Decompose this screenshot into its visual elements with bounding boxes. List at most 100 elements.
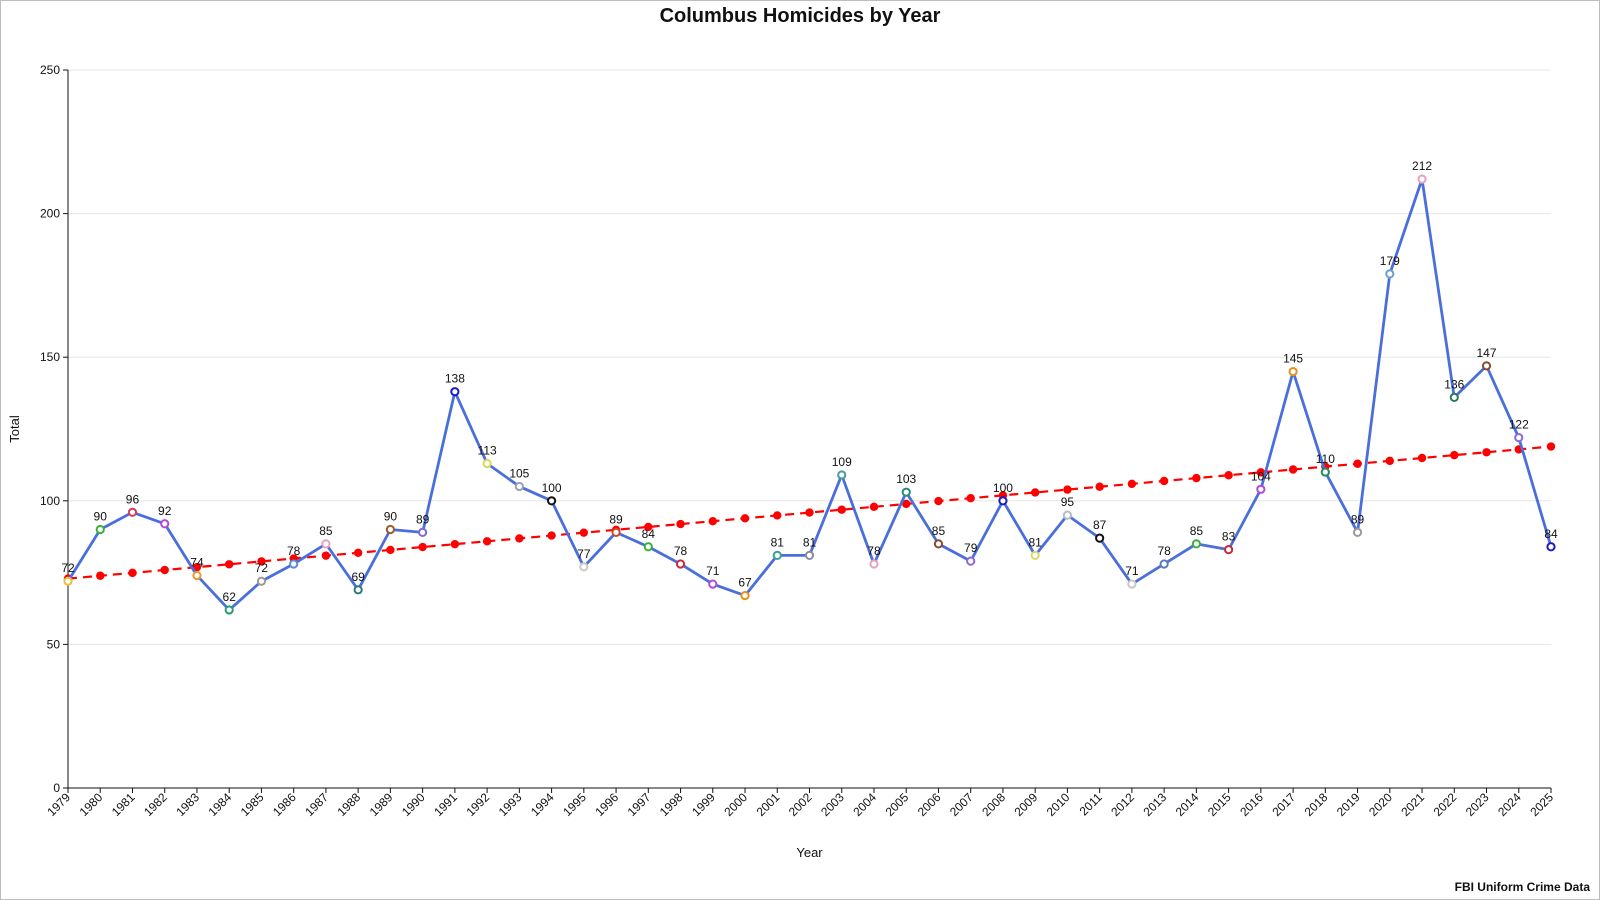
data-label: 89 — [609, 512, 623, 526]
data-label: 147 — [1477, 346, 1497, 360]
x-tick-label: 2021 — [1398, 790, 1427, 819]
trend-point — [1450, 450, 1459, 460]
trend-point — [128, 568, 137, 578]
data-point — [127, 507, 138, 517]
data-point — [1062, 510, 1073, 520]
x-tick-label: 1980 — [77, 790, 106, 819]
data-point — [192, 570, 202, 581]
data-point — [708, 579, 718, 589]
x-tick-label: 2011 — [1077, 790, 1105, 818]
trend-point — [644, 522, 653, 532]
data-point — [1546, 542, 1556, 552]
data-label: 104 — [1251, 469, 1271, 483]
data-point — [1352, 527, 1363, 537]
data-label: 100 — [542, 481, 562, 495]
trend-point — [192, 562, 202, 572]
data-point — [901, 487, 911, 497]
data-label: 90 — [94, 510, 108, 524]
data-label: 79 — [964, 541, 978, 555]
data-label: 113 — [478, 443, 497, 457]
x-tick-label: 1979 — [44, 790, 73, 819]
data-point — [869, 559, 879, 569]
trend-point — [547, 531, 556, 540]
data-point — [933, 539, 944, 549]
x-tick-label: 2010 — [1044, 790, 1073, 819]
data-point — [514, 481, 524, 492]
x-tick-label: 2019 — [1334, 790, 1363, 819]
trend-point — [1256, 468, 1266, 477]
trend-point — [96, 571, 105, 580]
trend-point — [515, 534, 524, 543]
series — [63, 174, 1556, 615]
x-tick-label: 1991 — [431, 790, 460, 819]
data-label: 78 — [1157, 544, 1171, 558]
x-tick-label: 2016 — [1237, 790, 1266, 819]
data-label: 179 — [1380, 254, 1400, 268]
x-tick-label: 1989 — [367, 790, 396, 819]
data-label: 78 — [287, 544, 301, 558]
data-label: 72 — [255, 561, 269, 575]
data-point — [1224, 545, 1234, 555]
data-label: 212 — [1412, 159, 1432, 173]
data-point — [256, 576, 267, 586]
data-point — [579, 562, 589, 572]
data-point — [95, 524, 105, 535]
x-tick-label: 1998 — [657, 790, 686, 819]
trend-point — [1063, 485, 1072, 494]
y-tick-label: 200 — [40, 207, 60, 221]
data-label: 87 — [1093, 518, 1107, 532]
x-tick-label: 2005 — [883, 790, 912, 819]
trend-point — [902, 499, 911, 509]
x-tick-label: 1993 — [496, 790, 525, 819]
data-point — [643, 542, 653, 552]
trend-point — [1127, 479, 1137, 489]
data-point — [1481, 361, 1492, 371]
data-point — [546, 496, 557, 506]
trend-point — [708, 516, 717, 526]
x-tick-label: 2025 — [1527, 790, 1556, 819]
data-label: 100 — [993, 481, 1013, 495]
data-point — [385, 524, 395, 535]
chart-title: Columbus Homicides by Year — [659, 5, 941, 27]
data-point — [675, 559, 686, 569]
data-label: 109 — [832, 455, 852, 469]
source-note: FBI Uniform Crime Data — [1454, 880, 1590, 894]
data-point — [804, 550, 815, 560]
data-point — [418, 527, 428, 537]
data-label: 67 — [738, 576, 752, 590]
y-axis-title: Total — [7, 415, 22, 443]
data-point — [1385, 269, 1395, 279]
data-label: 85 — [932, 524, 946, 538]
trend-point — [450, 539, 460, 549]
trend-point — [1192, 473, 1201, 483]
data-point — [1127, 579, 1137, 589]
x-ticks: 1979 1980 1981 1982 1983 1984 1985 1986 1987 1988… — [44, 788, 1556, 819]
trend-point — [676, 519, 685, 529]
data-label: 85 — [319, 524, 333, 538]
data-point — [998, 496, 1008, 506]
data-point — [837, 470, 847, 480]
data-label: 122 — [1509, 418, 1529, 432]
x-tick-label: 1997 — [625, 790, 654, 819]
data-label: 69 — [351, 570, 365, 584]
trend-point — [869, 502, 879, 512]
y-tick-label: 50 — [47, 637, 61, 651]
data-label: 85 — [1190, 524, 1204, 538]
x-tick-label: 1994 — [528, 790, 557, 819]
trend-point — [740, 514, 750, 523]
x-tick-label: 2006 — [915, 790, 944, 819]
x-tick-label: 2017 — [1269, 790, 1298, 819]
x-tick-label: 2009 — [1012, 790, 1041, 819]
x-tick-label: 2013 — [1140, 790, 1169, 819]
data-label: 84 — [1544, 527, 1558, 541]
data-label: 95 — [1061, 495, 1075, 509]
trend-point — [1159, 476, 1169, 486]
data-point — [740, 590, 750, 601]
x-tick-label: 2008 — [979, 790, 1008, 819]
data-label: 71 — [1125, 564, 1139, 578]
data-point — [353, 585, 363, 595]
data-label: 62 — [223, 590, 237, 604]
data-point — [611, 527, 621, 537]
